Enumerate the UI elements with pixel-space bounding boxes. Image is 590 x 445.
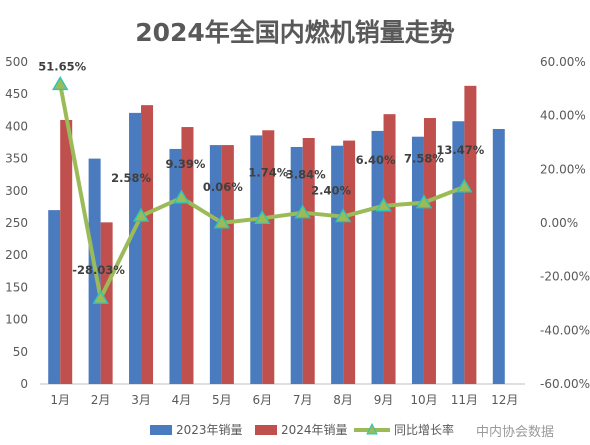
growth-marker bbox=[92, 289, 109, 304]
growth-marker bbox=[294, 204, 311, 219]
y-left-tick-label: 150 bbox=[5, 280, 28, 294]
bar-2023 bbox=[290, 147, 303, 384]
y-left-tick-label: 250 bbox=[5, 216, 28, 230]
bar-2023 bbox=[371, 130, 384, 384]
y-right-tick-label: 60.00% bbox=[540, 55, 586, 69]
x-tick-label: 9月 bbox=[374, 393, 394, 407]
growth-marker bbox=[375, 197, 392, 212]
bar-2023 bbox=[250, 135, 263, 384]
bar-2024 bbox=[60, 119, 73, 385]
bar-2023 bbox=[129, 112, 142, 384]
bar-2024 bbox=[221, 145, 234, 384]
bar-2023 bbox=[209, 145, 222, 384]
growth-marker bbox=[334, 208, 352, 223]
x-tick-label: 3月 bbox=[131, 393, 151, 407]
bar-2024 bbox=[383, 114, 396, 384]
growth-data-label: 2.58% bbox=[111, 171, 151, 185]
growth-marker bbox=[254, 209, 271, 225]
x-tick-label: 4月 bbox=[172, 393, 192, 407]
bar-2024 bbox=[343, 140, 356, 384]
growth-data-label: -28.03% bbox=[72, 263, 125, 277]
bar-2024 bbox=[302, 137, 315, 384]
bar-2023 bbox=[169, 148, 182, 384]
growth-data-label: 7.58% bbox=[404, 152, 444, 166]
y-right-tick-label: 0.00% bbox=[540, 216, 578, 230]
bar-2024 bbox=[464, 85, 477, 384]
x-tick-label: 7月 bbox=[293, 393, 313, 407]
growth-data-label: 2.40% bbox=[311, 184, 351, 198]
growth-marker bbox=[456, 178, 473, 193]
bar-2023 bbox=[452, 121, 465, 385]
growth-data-label: 1.74% bbox=[248, 165, 288, 179]
y-left-tick-label: 200 bbox=[5, 248, 28, 262]
bar-2023 bbox=[48, 210, 61, 384]
growth-data-label: 0.06% bbox=[203, 180, 243, 194]
y-left-tick-label: 350 bbox=[5, 152, 28, 166]
legend-label: 2024年销量 bbox=[281, 423, 348, 437]
growth-data-label: 9.39% bbox=[166, 157, 206, 171]
y-left-tick-label: 0 bbox=[20, 377, 28, 391]
legend-label: 同比增长率 bbox=[394, 422, 454, 437]
x-tick-label: 5月 bbox=[212, 393, 232, 407]
bar-2024 bbox=[141, 105, 154, 384]
y-right-tick-label: -40.00% bbox=[540, 323, 590, 337]
bar-2024 bbox=[423, 118, 436, 384]
x-tick-label: 1月 bbox=[50, 393, 70, 407]
legend-swatch bbox=[150, 425, 172, 435]
bars bbox=[48, 85, 505, 385]
x-tick-label: 11月 bbox=[451, 393, 478, 407]
y-left-tick-label: 500 bbox=[5, 55, 28, 69]
y-left-tick-label: 100 bbox=[5, 313, 28, 327]
x-tick-label: 10月 bbox=[410, 393, 437, 407]
legend-label: 2023年销量 bbox=[176, 423, 243, 437]
growth-marker bbox=[132, 207, 150, 222]
legend-marker bbox=[366, 422, 378, 435]
legend-swatch bbox=[255, 425, 277, 435]
growth-data-label: 6.40% bbox=[356, 153, 396, 167]
watermark-text: 中内协会数据 bbox=[476, 424, 554, 440]
x-tick-label: 6月 bbox=[252, 393, 272, 407]
growth-data-label: 3.84% bbox=[286, 168, 326, 182]
y-left-tick-label: 450 bbox=[5, 87, 28, 101]
growth-line bbox=[51, 76, 473, 304]
growth-marker bbox=[51, 76, 69, 91]
bar-2024 bbox=[181, 127, 194, 384]
x-tick-label: 2月 bbox=[91, 393, 111, 407]
legend: 2023年销量 2024年销量 同比增长率 bbox=[150, 422, 454, 437]
y-left-tick-label: 300 bbox=[5, 184, 28, 198]
y-left-tick-label: 400 bbox=[5, 119, 28, 133]
growth-marker bbox=[213, 214, 231, 229]
growth-marker bbox=[173, 189, 190, 204]
data-labels: 51.65% -28.03% 2.58% 9.39% 0.06% 1.74%3.84% 2.… bbox=[38, 59, 485, 277]
chart-title: 2024年全国内燃机销量走势 bbox=[135, 18, 455, 47]
x-tick-label: 8月 bbox=[333, 393, 353, 407]
growth-marker bbox=[415, 194, 433, 209]
y-right-tick-label: 20.00% bbox=[540, 162, 586, 176]
bar-2023 bbox=[331, 145, 344, 384]
x-tick-label: 12月 bbox=[491, 393, 518, 407]
bar-2023 bbox=[492, 128, 505, 384]
growth-data-label: 13.47% bbox=[436, 143, 484, 157]
bar-2024 bbox=[262, 130, 275, 384]
y-right-tick-label: -20.00% bbox=[540, 270, 590, 284]
y-left-tick-label: 50 bbox=[13, 345, 28, 359]
growth-data-label: 51.65% bbox=[38, 59, 86, 73]
bar-2023 bbox=[411, 136, 424, 384]
y-right-tick-label: -60.00% bbox=[540, 377, 590, 391]
axes: 0 50 100 150 200 250 300 350 400 450 500 -60.00% -40… bbox=[5, 55, 590, 407]
y-right-tick-label: 40.00% bbox=[540, 109, 586, 123]
